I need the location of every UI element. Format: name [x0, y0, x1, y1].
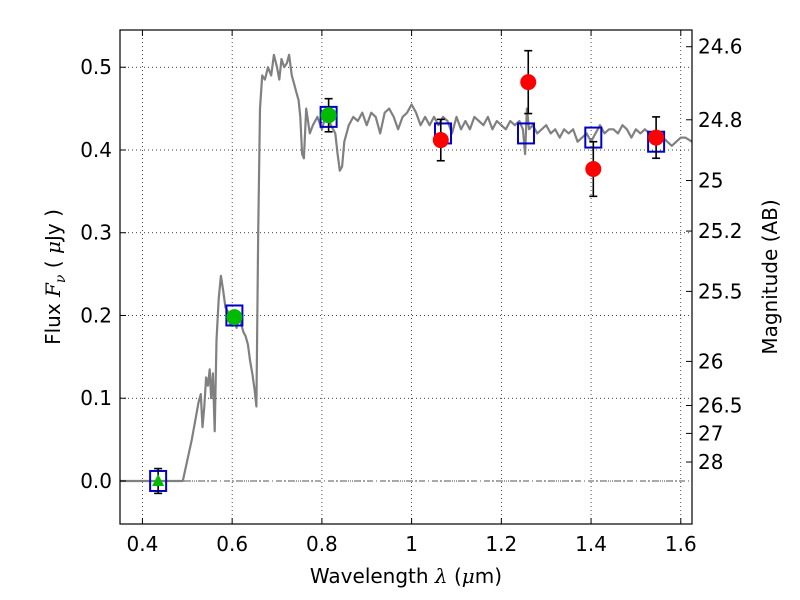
grid	[120, 30, 692, 524]
y-tick-label: 0.0	[80, 469, 112, 493]
mag-tick-label: 24.6	[698, 35, 743, 59]
mag-tick-label: 25	[698, 169, 723, 193]
mag-tick-label: 26.5	[698, 394, 743, 418]
x-axis-title: Wavelength λ (μm)	[310, 564, 502, 588]
x-tick-label: 0.4	[127, 532, 159, 556]
tick-layer: 0.4 0.6 0.8 1 1.2 1.4 1.6 0.0 0.1 0.2 0.3 0.4 0.5 24.…	[80, 30, 743, 556]
y-tick-label: 0.3	[80, 221, 112, 245]
x-tick-label: 1.6	[665, 532, 697, 556]
model-photometry-square	[225, 304, 244, 327]
y2-axis-title: Magnitude (AB)	[758, 199, 782, 354]
x-tick-label: 1	[405, 532, 418, 556]
mag-tick-label: 28	[698, 450, 723, 474]
observed-flux-point	[226, 309, 243, 326]
mag-tick-label: 24.8	[698, 108, 743, 132]
x-tick-label: 1.2	[485, 532, 517, 556]
observed-flux-point	[432, 132, 449, 149]
marker-layer	[149, 49, 666, 495]
x-tick-label: 0.6	[216, 532, 248, 556]
x-tick-label: 1.4	[575, 532, 607, 556]
y-tick-label: 0.5	[80, 55, 112, 79]
y-tick-label: 0.2	[80, 303, 112, 327]
mag-tick-label: 26	[698, 349, 723, 373]
observed-limit-triangle	[152, 473, 165, 486]
y-tick-label: 0.4	[80, 138, 112, 162]
model-photometry-square	[517, 122, 536, 145]
mag-tick-label: 25.5	[698, 279, 743, 303]
mag-tick-label: 27	[698, 421, 723, 445]
observed-flux-point	[320, 107, 337, 124]
x-tick-label: 0.8	[306, 532, 338, 556]
y-axis-title: Flux Fν ( μJy )	[41, 209, 69, 345]
mag-tick-label: 25.2	[698, 219, 743, 243]
observed-flux-point	[520, 74, 537, 91]
plot-background	[120, 30, 692, 524]
plot-frame	[119, 29, 693, 525]
observed-flux-point	[648, 129, 665, 146]
y-tick-label: 0.1	[80, 386, 112, 410]
observed-flux-point	[585, 161, 602, 178]
